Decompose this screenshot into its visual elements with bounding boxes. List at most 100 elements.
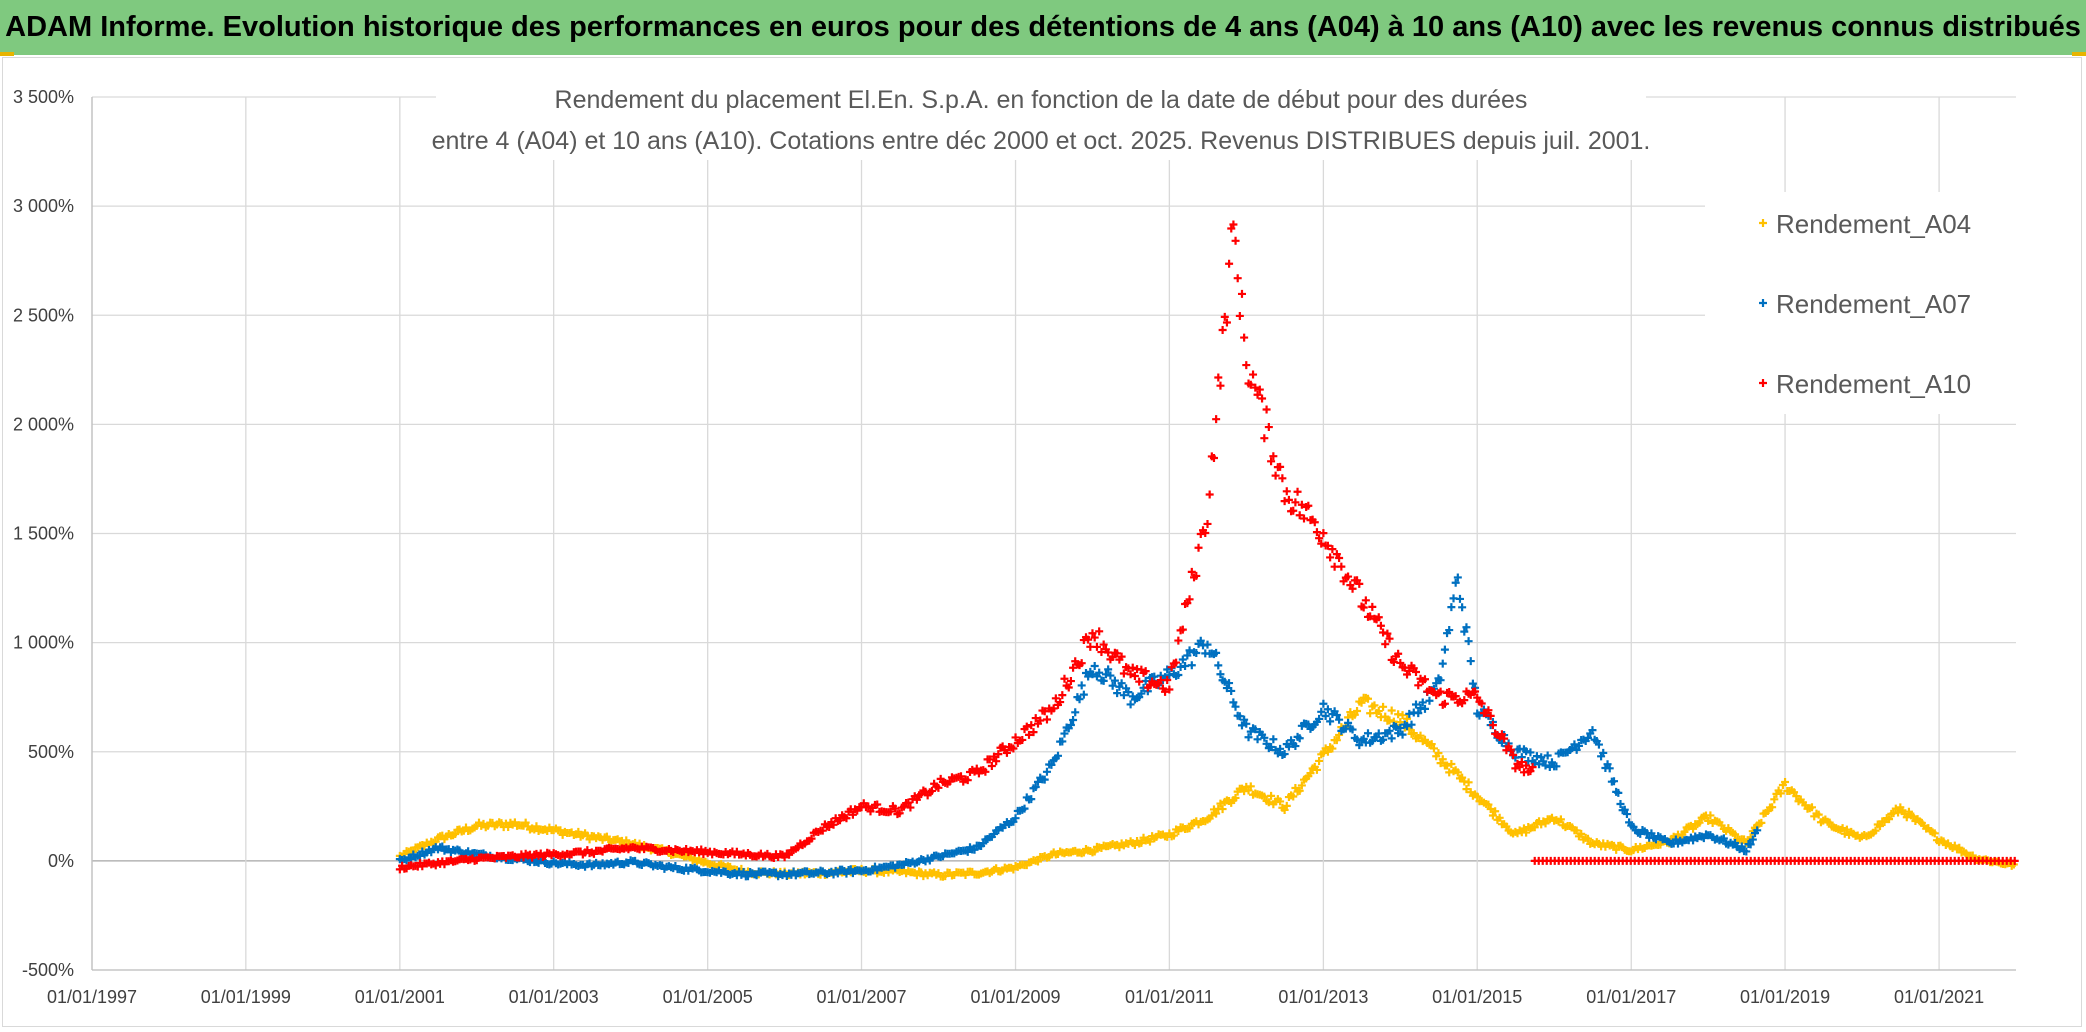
data-point bbox=[1084, 635, 1093, 644]
data-point bbox=[1396, 658, 1405, 667]
data-point bbox=[1522, 761, 1531, 770]
data-point bbox=[1330, 562, 1339, 571]
data-point bbox=[1042, 715, 1051, 724]
data-point bbox=[1267, 457, 1276, 466]
data-point bbox=[1344, 572, 1353, 581]
data-point bbox=[1079, 690, 1088, 699]
data-point bbox=[1381, 640, 1390, 649]
data-point bbox=[1466, 657, 1475, 666]
data-point bbox=[1656, 840, 1665, 849]
data-point bbox=[1218, 805, 1227, 814]
data-point bbox=[970, 845, 979, 854]
data-point bbox=[1460, 627, 1469, 636]
data-point bbox=[1400, 663, 1409, 672]
data-point bbox=[1403, 714, 1412, 723]
data-point bbox=[1332, 711, 1341, 720]
data-point bbox=[1572, 745, 1581, 754]
data-point bbox=[1398, 711, 1407, 720]
data-point bbox=[1321, 711, 1330, 720]
data-point bbox=[1163, 665, 1172, 674]
data-point bbox=[1172, 658, 1181, 667]
data-point bbox=[1229, 220, 1238, 229]
data-point bbox=[1293, 487, 1302, 496]
data-point bbox=[1260, 733, 1269, 742]
data-point bbox=[1135, 677, 1144, 686]
data-point bbox=[1416, 731, 1425, 740]
chart-frame bbox=[2, 57, 2082, 1027]
data-point bbox=[1346, 708, 1355, 717]
data-point bbox=[1781, 777, 1790, 786]
data-point bbox=[1376, 621, 1385, 630]
data-point bbox=[1104, 665, 1113, 674]
data-point bbox=[1174, 670, 1183, 679]
data-point bbox=[1161, 687, 1170, 696]
legend-marker bbox=[1759, 379, 1767, 387]
y-tick-label: 0% bbox=[48, 851, 74, 871]
data-point bbox=[1616, 800, 1625, 809]
data-point bbox=[1178, 625, 1187, 634]
x-tick-label: 01/01/2019 bbox=[1740, 987, 1830, 1007]
data-point bbox=[1178, 655, 1187, 664]
data-point bbox=[1040, 707, 1049, 716]
data-point bbox=[1737, 842, 1746, 851]
grid bbox=[91, 96, 2016, 971]
data-point bbox=[1196, 636, 1205, 645]
data-point bbox=[1220, 312, 1229, 321]
x-tick-label: 01/01/2017 bbox=[1586, 987, 1676, 1007]
data-point bbox=[1056, 698, 1065, 707]
data-point bbox=[1753, 826, 1762, 835]
data-point bbox=[1255, 385, 1264, 394]
title-background bbox=[436, 78, 1646, 160]
data-point bbox=[1451, 692, 1460, 701]
data-point bbox=[1528, 763, 1537, 772]
data-point bbox=[1541, 819, 1550, 828]
data-point bbox=[1792, 792, 1801, 801]
data-point bbox=[1242, 361, 1251, 370]
x-tick-label: 01/01/2021 bbox=[1894, 987, 1984, 1007]
data-point bbox=[1473, 792, 1482, 801]
data-point bbox=[697, 845, 706, 854]
data-point bbox=[1249, 370, 1258, 379]
data-point bbox=[1871, 826, 1880, 835]
data-point bbox=[1069, 663, 1078, 672]
data-point bbox=[1614, 788, 1623, 797]
data-point bbox=[1216, 799, 1225, 808]
data-point bbox=[1108, 653, 1117, 662]
data-point bbox=[1058, 691, 1067, 700]
data-point bbox=[1240, 333, 1249, 342]
data-point bbox=[1825, 818, 1834, 827]
legend-item: Rendement_A07 bbox=[1759, 289, 1971, 319]
data-point bbox=[1278, 474, 1287, 483]
data-point bbox=[1267, 791, 1276, 800]
data-point bbox=[1145, 837, 1154, 846]
data-point bbox=[743, 872, 752, 881]
data-point bbox=[1264, 798, 1273, 807]
data-point bbox=[1930, 829, 1939, 838]
data-point bbox=[1885, 815, 1894, 824]
y-axis-ticks: -500% 0% 500% 1 000% 1 500% 2 000% 2 500% 3 000… bbox=[13, 87, 74, 980]
data-point bbox=[1577, 829, 1586, 838]
data-point bbox=[1077, 659, 1086, 668]
data-point bbox=[1522, 747, 1531, 756]
data-point bbox=[1909, 812, 1918, 821]
data-point bbox=[1383, 629, 1392, 638]
data-point bbox=[1185, 646, 1194, 655]
data-point bbox=[873, 800, 882, 809]
data-point bbox=[1363, 729, 1372, 738]
chart-title-line-1: Rendement du placement El.En. S.p.A. en … bbox=[555, 86, 1528, 114]
data-point bbox=[829, 820, 838, 829]
data-point bbox=[1748, 835, 1757, 844]
data-point bbox=[1447, 603, 1456, 612]
data-point bbox=[1119, 669, 1128, 678]
data-point bbox=[1425, 696, 1434, 705]
data-point bbox=[1058, 737, 1067, 746]
data-point bbox=[945, 777, 954, 786]
data-point bbox=[1258, 394, 1267, 403]
data-point bbox=[1622, 810, 1631, 819]
data-point bbox=[1757, 818, 1766, 827]
data-point bbox=[1187, 661, 1196, 670]
data-point bbox=[1165, 685, 1174, 694]
data-point bbox=[1445, 768, 1454, 777]
data-point bbox=[1335, 715, 1344, 724]
